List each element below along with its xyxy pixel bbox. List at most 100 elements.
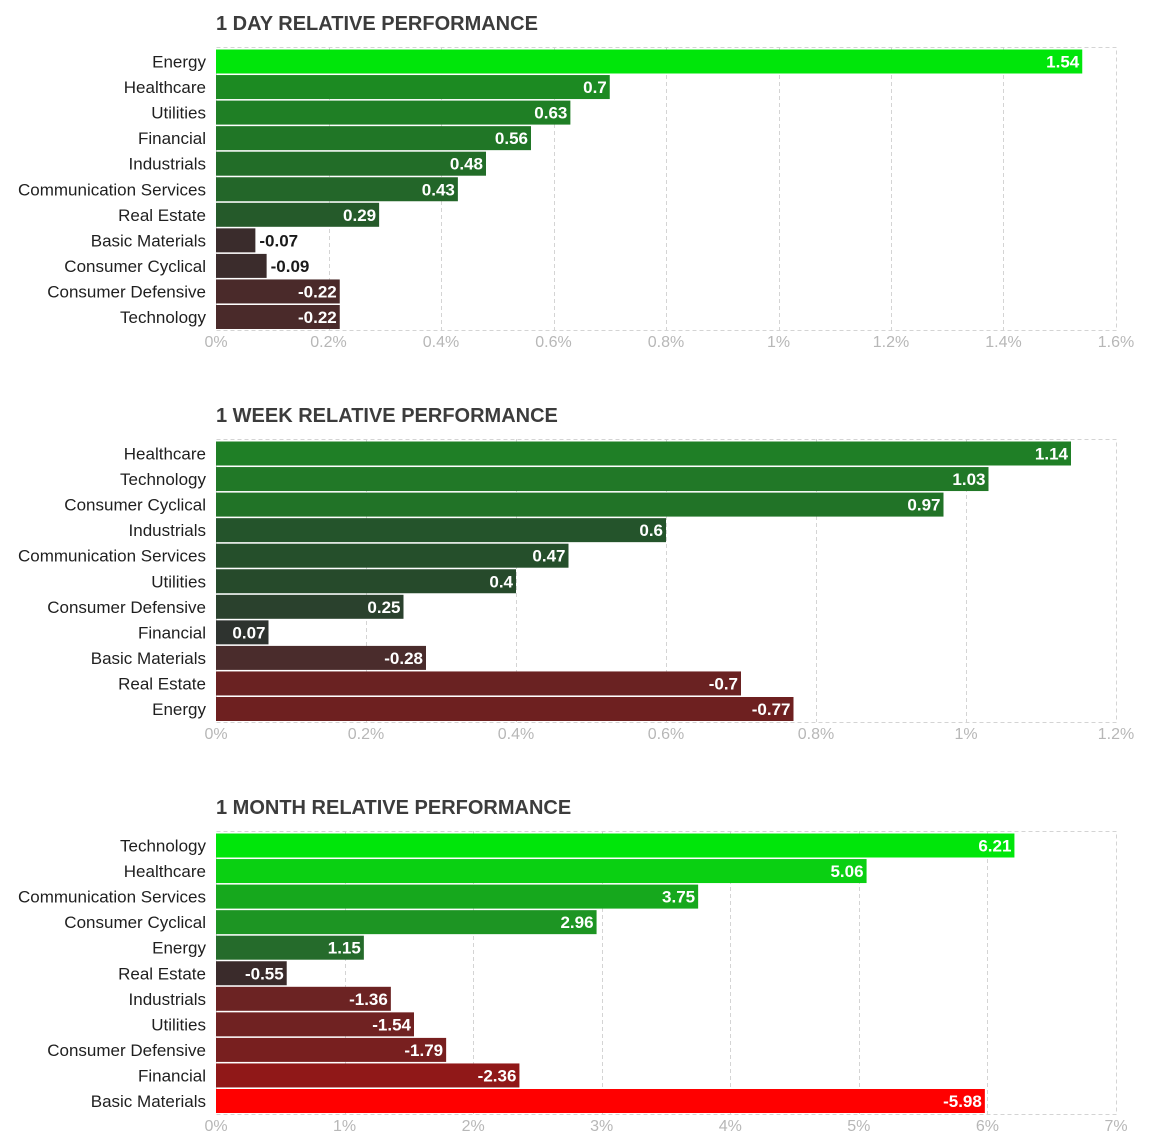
x-tick-label: 0.4%: [498, 726, 534, 743]
category-label: Technology: [120, 837, 207, 856]
bar: [216, 151, 486, 176]
bar: [216, 279, 340, 304]
value-label: -0.28: [384, 649, 423, 668]
bar: [216, 833, 1015, 858]
category-label: Industrials: [129, 990, 206, 1009]
category-label: Real Estate: [118, 206, 206, 225]
x-tick-label: 0.8%: [648, 334, 684, 351]
category-label: Real Estate: [118, 964, 206, 983]
x-tick-label: 3%: [590, 1118, 613, 1135]
bar: [216, 671, 741, 696]
value-label: 0.4: [489, 572, 513, 591]
x-tick-label: 0.6%: [648, 726, 684, 743]
x-tick-label: 6%: [976, 1118, 999, 1135]
bar-row: Energy 1.54: [152, 49, 1083, 74]
bar: [216, 1012, 414, 1037]
value-label: 1.14: [1035, 445, 1069, 464]
category-label: Communication Services: [18, 888, 206, 907]
bar-row: Real Estate 0.29: [118, 202, 380, 227]
bar-row: Real Estate -0.7: [118, 671, 741, 696]
bar: [216, 620, 269, 645]
bar-row: Utilities 0.63: [151, 100, 571, 125]
category-label: Consumer Cyclical: [64, 257, 206, 276]
bar: [216, 935, 364, 960]
x-tick-label: 1%: [954, 726, 977, 743]
x-tick-label: 2%: [462, 1118, 485, 1135]
bar-row: Financial -2.36: [138, 1063, 520, 1088]
category-label: Healthcare: [124, 445, 206, 464]
value-label: 5.06: [830, 862, 863, 881]
bar-row: Consumer Defensive -1.79: [47, 1037, 447, 1062]
bar-row: Basic Materials -0.28: [91, 645, 426, 670]
value-label: -0.77: [752, 700, 791, 719]
x-tick-label: 1%: [333, 1118, 356, 1135]
category-label: Utilities: [151, 104, 206, 123]
bar: [216, 492, 944, 517]
bar-row: Industrials 0.48: [129, 151, 486, 176]
bar: [216, 126, 531, 151]
category-label: Technology: [120, 308, 207, 327]
x-tick-label: 0%: [204, 726, 227, 743]
value-label: 0.47: [532, 547, 565, 566]
category-label: Industrials: [129, 155, 206, 174]
category-label: Technology: [120, 470, 207, 489]
value-label: -5.98: [943, 1092, 982, 1111]
x-tick-label: 1.6%: [1098, 334, 1134, 351]
bar-row: Consumer Defensive -0.22: [47, 279, 340, 304]
bar: [216, 910, 597, 935]
x-tick-label: 0%: [204, 334, 227, 351]
x-tick-label: 1.4%: [985, 334, 1021, 351]
bar: [216, 543, 569, 568]
value-label: 2.96: [560, 913, 593, 932]
bar-row: Financial 0.07: [138, 620, 269, 645]
value-label: -0.09: [271, 257, 310, 276]
value-label: 6.21: [978, 837, 1011, 856]
value-label: -0.22: [298, 282, 337, 301]
bar: [216, 467, 989, 492]
bar: [216, 228, 256, 253]
value-label: -1.36: [349, 990, 388, 1009]
bar-row: Energy 1.15: [152, 935, 364, 960]
value-label: -0.07: [259, 231, 298, 250]
x-tick-label: 1%: [767, 334, 790, 351]
bar: [216, 569, 516, 594]
bar: [216, 1037, 447, 1062]
chart-title: 1 MONTH RELATIVE PERFORMANCE: [216, 797, 571, 819]
bar: [216, 305, 340, 329]
category-label: Financial: [138, 129, 206, 148]
bar-row: Technology 1.03: [120, 467, 989, 492]
x-tick-label: 0.8%: [798, 726, 834, 743]
value-label: 0.25: [367, 598, 400, 617]
category-label: Communication Services: [18, 547, 206, 566]
x-tick-label: 1.2%: [873, 334, 909, 351]
value-label: 1.54: [1046, 53, 1080, 72]
value-label: 0.29: [343, 206, 376, 225]
chart-panel-2: 1 WEEK RELATIVE PERFORMANCE 0% 0.2% 0.4% 0.6…: [18, 405, 1134, 743]
bar: [216, 859, 867, 884]
x-tick-label: 4%: [719, 1118, 742, 1135]
x-tick-label: 0%: [204, 1118, 227, 1135]
bar-row: Communication Services 0.47: [18, 543, 569, 568]
value-label: -2.36: [478, 1066, 517, 1085]
value-label: 0.97: [907, 496, 940, 515]
chart-title: 1 DAY RELATIVE PERFORMANCE: [216, 13, 538, 35]
category-label: Consumer Cyclical: [64, 913, 206, 932]
bar-row: Technology 6.21: [120, 833, 1015, 858]
x-tick-label: 5%: [847, 1118, 870, 1135]
value-label: 0.43: [422, 180, 455, 199]
bar-row: Utilities 0.4: [151, 569, 516, 594]
bar: [216, 645, 426, 670]
bar-row: Industrials -1.36: [129, 986, 391, 1011]
bar: [216, 961, 287, 986]
bar-row: Technology -0.22: [120, 305, 340, 329]
bar: [216, 100, 571, 125]
bar-row: Healthcare 1.14: [124, 441, 1071, 466]
bar: [216, 253, 267, 278]
x-tick-label: 7%: [1104, 1118, 1127, 1135]
value-label: -0.7: [709, 674, 738, 693]
value-label: -0.55: [245, 964, 284, 983]
category-label: Energy: [152, 700, 206, 719]
bar-row: Utilities -1.54: [151, 1012, 414, 1037]
value-label: 0.63: [534, 104, 567, 123]
